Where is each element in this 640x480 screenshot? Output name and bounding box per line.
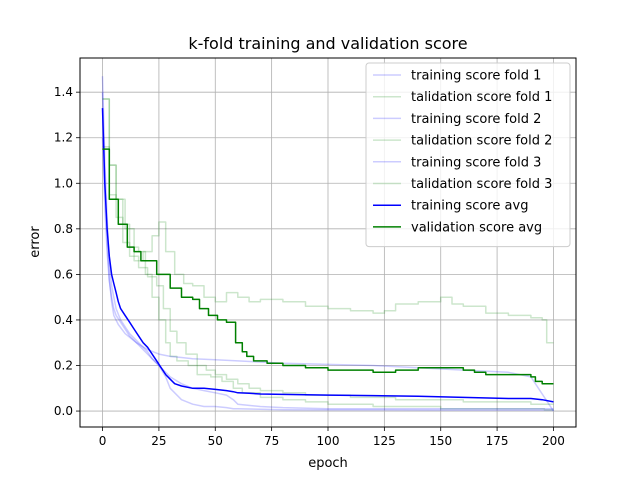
legend-label: talidation score fold 3 (411, 177, 552, 192)
series-line-training-score-fold-3 (101, 137, 554, 410)
legend-label: training score fold 2 (411, 112, 541, 127)
x-tick-label: 200 (542, 434, 565, 448)
legend-label: training score fold 1 (411, 69, 541, 84)
x-axis: 0 25 50 75 100 125 150 175 200 (99, 427, 565, 448)
legend-label: training score avg (411, 199, 528, 214)
series-line-talidation-score-fold-2 (102, 98, 554, 344)
x-tick-label: 75 (264, 434, 279, 448)
y-axis-label: error (28, 226, 43, 258)
legend: training score fold 1 talidation score fo… (365, 62, 571, 248)
y-tick-label: 0.0 (54, 404, 73, 418)
legend-label: training score fold 3 (411, 155, 541, 170)
y-tick-label: 0.8 (54, 222, 73, 236)
series-line-talidation-score-fold-1 (102, 98, 554, 411)
x-tick-label: 175 (486, 434, 509, 448)
x-tick-label: 25 (151, 434, 166, 448)
x-tick-label: 125 (373, 434, 396, 448)
legend-box (365, 62, 571, 248)
legend-label: talidation score fold 2 (411, 134, 552, 149)
series-line-training-score-avg (101, 108, 554, 403)
y-tick-label: 1.2 (54, 131, 73, 145)
y-tick-label: 1.0 (54, 176, 73, 190)
x-tick-label: 50 (208, 434, 223, 448)
x-tick-label: 150 (429, 434, 452, 448)
chart-title: k-fold training and validation score (188, 34, 467, 53)
y-tick-label: 0.4 (54, 313, 73, 327)
series-line-training-score-fold-1 (101, 76, 554, 411)
legend-label: talidation score fold 1 (411, 90, 552, 105)
x-tick-label: 100 (317, 434, 340, 448)
y-tick-label: 0.2 (54, 359, 73, 373)
y-tick-label: 1.4 (54, 85, 73, 99)
series-line-talidation-score-fold-3 (102, 146, 554, 405)
x-axis-label: epoch (308, 456, 348, 471)
legend-label: validation score avg (411, 220, 542, 235)
y-axis: 0.0 0.2 0.4 0.6 0.8 1.0 1.2 1.4 (54, 85, 80, 418)
series-line-validation-score-avg (102, 148, 554, 385)
y-tick-label: 0.6 (54, 267, 73, 281)
x-tick-label: 0 (99, 434, 107, 448)
series-layer (101, 76, 555, 412)
